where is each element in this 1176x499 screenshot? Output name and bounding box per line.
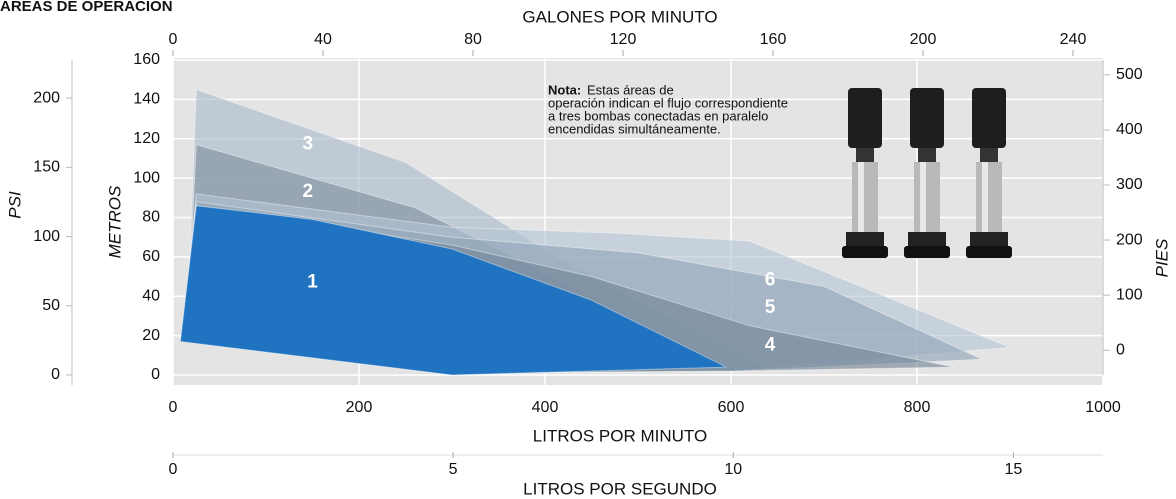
- right-tick-label: 100: [1116, 286, 1143, 303]
- left-tick-label: 100: [33, 228, 60, 245]
- chart-title: ÁREAS DE OPERACIÓN: [0, 0, 173, 15]
- note-line: encendidas simultáneamente.: [548, 121, 721, 136]
- bottom-tick-label: 5: [449, 461, 458, 478]
- note-line: a tres bombas conectadas en paralelo: [548, 108, 768, 123]
- y-tick-label: 140: [133, 91, 160, 108]
- right-tick-label: 0: [1116, 341, 1125, 358]
- y-tick-label: 0: [151, 366, 160, 383]
- left-tick-label: 200: [33, 89, 60, 106]
- note: Nota: operación indican el flujo corresp…: [548, 82, 788, 136]
- x-tick-label: 600: [718, 399, 745, 416]
- top-tick-label: 120: [610, 31, 637, 48]
- y-tick-label: 100: [133, 169, 160, 186]
- area-label: 5: [765, 297, 776, 318]
- pump: [842, 88, 888, 258]
- x-tick-label: 400: [532, 399, 559, 416]
- left-tick-label: 0: [51, 366, 60, 383]
- top-tick-label: 200: [910, 31, 937, 48]
- note-line: operación indican el flujo correspondien…: [548, 95, 788, 110]
- area-label: 1: [307, 271, 318, 292]
- y-tick-label: 80: [142, 209, 160, 226]
- left-tick-label: 50: [42, 297, 60, 314]
- x-axis-title: LITROS POR MINUTO: [533, 426, 707, 445]
- area-label: 6: [765, 270, 776, 291]
- right-tick-label: 400: [1116, 121, 1143, 138]
- y-tick-label: 120: [133, 130, 160, 147]
- top-tick-label: 240: [1060, 31, 1087, 48]
- pump: [966, 88, 1012, 258]
- right-tick-label: 300: [1116, 176, 1143, 193]
- note-label: Nota:: [548, 82, 581, 97]
- pump: [904, 88, 950, 258]
- top-tick-label: 0: [169, 31, 178, 48]
- left-tick-label: 150: [33, 159, 60, 176]
- pumps: [842, 88, 1012, 258]
- top-tick-label: 40: [314, 31, 332, 48]
- area-label: 3: [303, 134, 314, 155]
- x-tick-label: 1000: [1085, 399, 1121, 416]
- bottom-tick-label: 0: [169, 461, 178, 478]
- bottom-tick-label: 15: [1004, 461, 1022, 478]
- bottom-tick-label: 10: [724, 461, 742, 478]
- top-tick-label: 80: [464, 31, 482, 48]
- y-tick-label: 20: [142, 327, 160, 344]
- right-axis-title: PIES: [1152, 238, 1171, 277]
- operating-area: [179, 205, 727, 376]
- bottom-axis-title: LITROS POR SEGUNDO: [523, 479, 717, 498]
- y-tick-label: 40: [142, 287, 160, 304]
- y-tick-label: 160: [133, 51, 160, 68]
- area-label: 2: [303, 181, 314, 202]
- y-tick-label: 60: [142, 248, 160, 265]
- top-axis-title: GALONES POR MINUTO: [522, 7, 717, 26]
- x-tick-label: 800: [904, 399, 931, 416]
- x-tick-label: 0: [169, 399, 178, 416]
- area-label: 4: [765, 334, 776, 355]
- left-axis-title: PSI: [5, 191, 24, 219]
- note-line: Estas áreas de: [587, 82, 674, 97]
- right-tick-label: 500: [1116, 66, 1143, 83]
- x-tick-label: 200: [346, 399, 373, 416]
- y-axis-title: METROS: [105, 185, 124, 258]
- top-tick-label: 160: [760, 31, 787, 48]
- right-tick-label: 200: [1116, 231, 1143, 248]
